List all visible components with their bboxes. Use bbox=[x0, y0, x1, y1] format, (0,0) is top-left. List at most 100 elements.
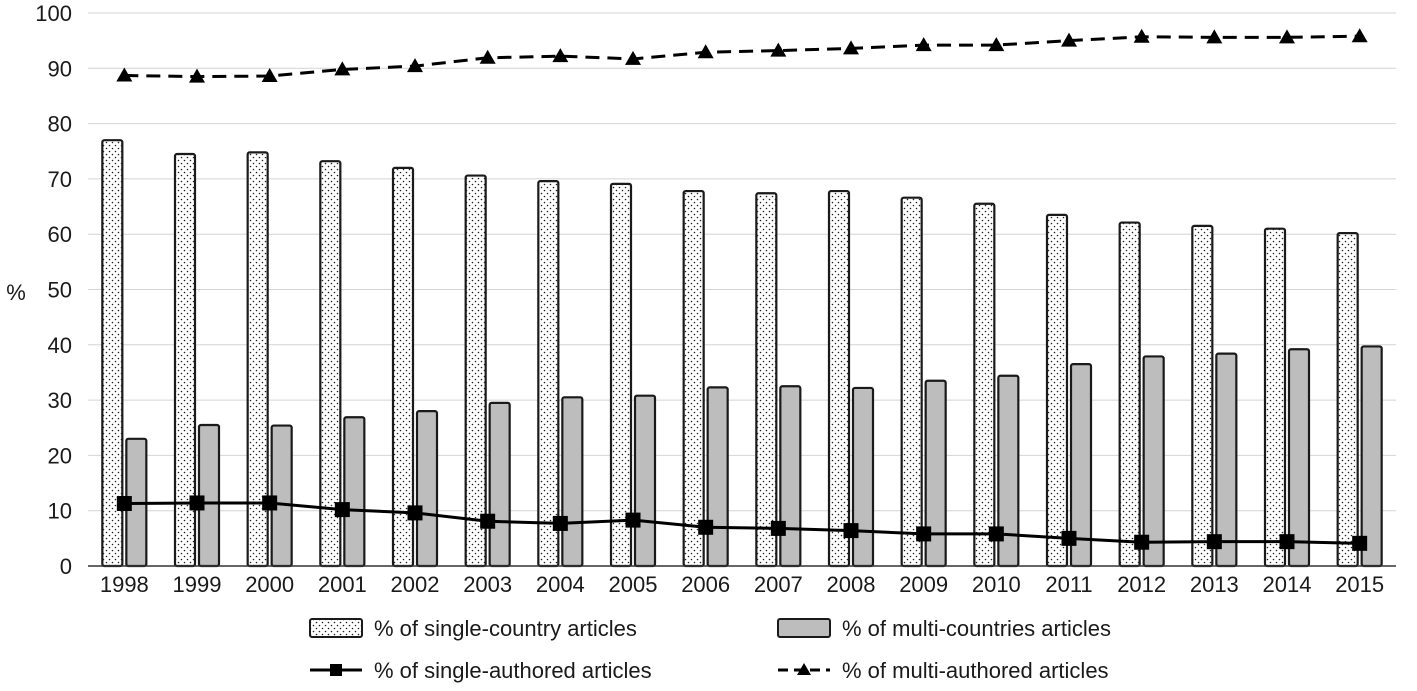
x-tick-label: 2000 bbox=[245, 572, 294, 597]
y-tick-label: 30 bbox=[48, 388, 72, 413]
bar-single-country bbox=[1336, 231, 1359, 568]
marker-multi-authored bbox=[407, 58, 423, 73]
y-tick-label: 10 bbox=[48, 499, 72, 524]
bar-multi-countries bbox=[1287, 348, 1311, 568]
x-tick-label: 1999 bbox=[173, 572, 222, 597]
marker-single-authored bbox=[334, 502, 350, 518]
x-tick-label: 2010 bbox=[972, 572, 1021, 597]
marker-single-authored bbox=[770, 520, 786, 536]
marker-single-authored bbox=[407, 505, 423, 521]
series-lines bbox=[116, 28, 1368, 551]
marker-single-authored bbox=[1352, 535, 1368, 551]
bar-multi-countries bbox=[851, 386, 875, 568]
marker-single-authored bbox=[625, 512, 641, 528]
x-tick-label: 2007 bbox=[754, 572, 803, 597]
marker-multi-authored bbox=[843, 40, 859, 55]
marker-multi-authored bbox=[479, 49, 496, 64]
legend-single-authored: % of single-authored articles bbox=[310, 658, 652, 683]
legend-marker bbox=[797, 663, 811, 675]
x-tick-label: 2003 bbox=[463, 572, 512, 597]
x-tick-label: 2013 bbox=[1190, 572, 1239, 597]
legend-swatch bbox=[777, 618, 831, 638]
legend-swatch bbox=[309, 618, 363, 638]
bar-single-country bbox=[682, 189, 705, 568]
marker-multi-authored bbox=[116, 67, 133, 82]
bar-single-country bbox=[755, 192, 778, 568]
y-axis-label: % bbox=[6, 280, 26, 305]
y-tick-label: 20 bbox=[48, 443, 72, 468]
marker-multi-authored bbox=[189, 68, 205, 83]
legend-label: % of multi-authored articles bbox=[842, 658, 1109, 683]
y-tick-label: 70 bbox=[48, 167, 72, 192]
bars bbox=[101, 139, 1383, 568]
marker-multi-authored bbox=[988, 37, 1005, 52]
x-tick-label: 2006 bbox=[681, 572, 730, 597]
y-tick-label: 90 bbox=[48, 56, 72, 81]
y-axis-ticks: 0 10 20 30 40 50 60 70 80 90 100 bbox=[35, 1, 72, 579]
bar-single-country bbox=[973, 202, 996, 568]
legend-label: % of multi-countries articles bbox=[842, 616, 1111, 641]
bar-multi-countries bbox=[561, 396, 584, 568]
bar-multi-countries bbox=[343, 416, 366, 568]
marker-multi-authored bbox=[334, 61, 351, 76]
x-tick-label: 2012 bbox=[1117, 572, 1166, 597]
x-tick-label: 2002 bbox=[391, 572, 440, 597]
legend-label: % of single-country articles bbox=[374, 616, 637, 641]
line-multi-authored bbox=[124, 34, 1360, 79]
legend-marker bbox=[330, 664, 342, 676]
marker-multi-authored bbox=[1279, 29, 1295, 44]
bar-multi-countries bbox=[488, 401, 511, 568]
marker-single-authored bbox=[189, 495, 205, 511]
x-tick-label: 2005 bbox=[609, 572, 658, 597]
y-tick-label: 60 bbox=[48, 222, 72, 247]
marker-multi-authored bbox=[770, 42, 787, 57]
legend-multi-countries: % of multi-countries articles bbox=[777, 616, 1111, 641]
y-tick-label: 100 bbox=[35, 1, 72, 26]
marker-multi-authored bbox=[1061, 32, 1077, 47]
legend-single-country: % of single-country articles bbox=[309, 616, 637, 641]
bar-multi-countries bbox=[1215, 352, 1238, 568]
marker-single-authored bbox=[552, 515, 568, 531]
legend-label: % of single-authored articles bbox=[374, 658, 652, 683]
bar-single-country bbox=[1045, 213, 1069, 568]
x-tick-label: 1998 bbox=[100, 572, 149, 597]
y-tick-label: 0 bbox=[60, 554, 72, 579]
legend-multi-authored: % of multi-authored articles bbox=[778, 658, 1109, 683]
marker-multi-authored bbox=[1351, 28, 1368, 43]
bar-multi-countries bbox=[415, 410, 439, 568]
marker-single-authored bbox=[1061, 530, 1077, 546]
marker-single-authored bbox=[1134, 534, 1150, 550]
bar-single-country bbox=[1118, 221, 1141, 568]
marker-single-authored bbox=[116, 496, 132, 512]
bar-multi-countries bbox=[633, 394, 657, 568]
marker-single-authored bbox=[698, 519, 714, 535]
bar-single-country bbox=[609, 182, 633, 568]
x-tick-label: 2014 bbox=[1263, 572, 1312, 597]
x-tick-label: 2009 bbox=[899, 572, 948, 597]
marker-single-authored bbox=[988, 526, 1004, 542]
bar-multi-countries bbox=[1142, 355, 1165, 568]
marker-single-authored bbox=[1206, 534, 1222, 550]
y-tick-label: 40 bbox=[48, 333, 72, 358]
marker-multi-authored bbox=[552, 48, 569, 63]
marker-multi-authored bbox=[1133, 28, 1150, 43]
bar-multi-countries bbox=[779, 385, 802, 568]
gridlines bbox=[88, 12, 1396, 512]
line-single-authored bbox=[124, 501, 1360, 545]
x-tick-label: 2011 bbox=[1045, 572, 1092, 597]
marker-single-authored bbox=[262, 495, 278, 511]
x-tick-label: 2015 bbox=[1335, 572, 1384, 597]
bar-multi-countries bbox=[706, 386, 729, 568]
bar-single-country bbox=[1191, 224, 1214, 568]
marker-multi-authored bbox=[625, 50, 641, 65]
bar-single-country bbox=[537, 180, 560, 568]
marker-single-authored bbox=[843, 523, 859, 539]
y-tick-label: 80 bbox=[48, 112, 72, 137]
y-tick-label: 50 bbox=[48, 278, 72, 303]
x-tick-label: 2008 bbox=[827, 572, 876, 597]
marker-single-authored bbox=[916, 526, 932, 542]
marker-single-authored bbox=[480, 513, 496, 529]
marker-multi-authored bbox=[915, 37, 932, 52]
bar-single-country bbox=[900, 196, 923, 568]
